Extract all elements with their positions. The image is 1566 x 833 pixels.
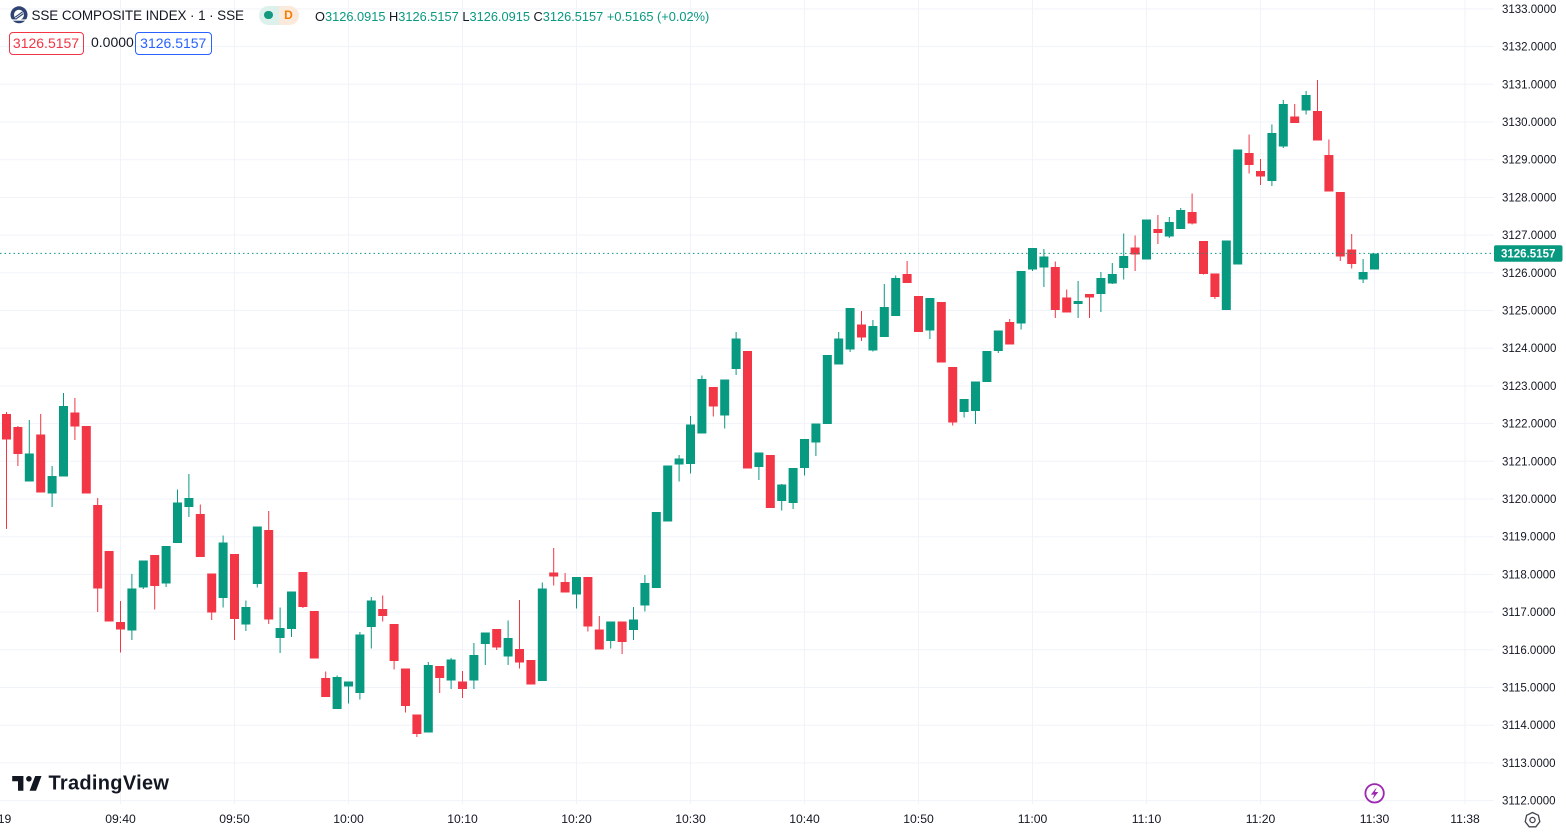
svg-text:3127.0000: 3127.0000 (1502, 230, 1556, 242)
svg-text:10:20: 10:20 (561, 812, 592, 826)
svg-text:3115.0000: 3115.0000 (1502, 683, 1556, 695)
svg-text:3133.0000: 3133.0000 (1502, 4, 1556, 16)
svg-text:10:10: 10:10 (447, 812, 478, 826)
svg-text:3128.0000: 3128.0000 (1502, 192, 1556, 204)
svg-text:3114.0000: 3114.0000 (1502, 720, 1556, 732)
svg-text:3118.0000: 3118.0000 (1502, 569, 1556, 581)
svg-text:10:50: 10:50 (903, 812, 934, 826)
svg-text:10:00: 10:00 (333, 812, 364, 826)
svg-text:3122.0000: 3122.0000 (1502, 419, 1556, 431)
svg-text:3120.0000: 3120.0000 (1502, 494, 1556, 506)
svg-text:3132.0000: 3132.0000 (1502, 42, 1556, 54)
svg-text:11:30: 11:30 (1360, 812, 1390, 826)
svg-text:11:10: 11:10 (1132, 812, 1162, 826)
svg-text:3119.0000: 3119.0000 (1502, 532, 1556, 544)
svg-text:09:40: 09:40 (105, 812, 136, 826)
svg-text:11:20: 11:20 (1246, 812, 1276, 826)
svg-text:10:30: 10:30 (675, 812, 706, 826)
svg-text:09:50: 09:50 (219, 812, 250, 826)
svg-text:11:38: 11:38 (1450, 812, 1480, 826)
svg-text:3129.0000: 3129.0000 (1502, 155, 1556, 167)
svg-text:TradingView: TradingView (49, 773, 170, 795)
svg-text:3112.0000: 3112.0000 (1502, 796, 1556, 808)
svg-text:3131.0000: 3131.0000 (1502, 79, 1556, 91)
svg-text:3116.0000: 3116.0000 (1502, 645, 1556, 657)
svg-text:3126.0000: 3126.0000 (1502, 268, 1556, 280)
svg-text:3124.0000: 3124.0000 (1502, 343, 1556, 355)
svg-text:10:40: 10:40 (789, 812, 820, 826)
svg-text:3130.0000: 3130.0000 (1502, 117, 1556, 129)
svg-text:3126.5157: 3126.5157 (1501, 249, 1555, 261)
svg-text:3117.0000: 3117.0000 (1502, 607, 1556, 619)
svg-text:3123.0000: 3123.0000 (1502, 381, 1556, 393)
svg-text:3113.0000: 3113.0000 (1502, 758, 1556, 770)
svg-text:3125.0000: 3125.0000 (1502, 306, 1556, 318)
svg-text:11:00: 11:00 (1018, 812, 1048, 826)
svg-text:19: 19 (0, 812, 11, 826)
svg-text:3121.0000: 3121.0000 (1502, 456, 1556, 468)
